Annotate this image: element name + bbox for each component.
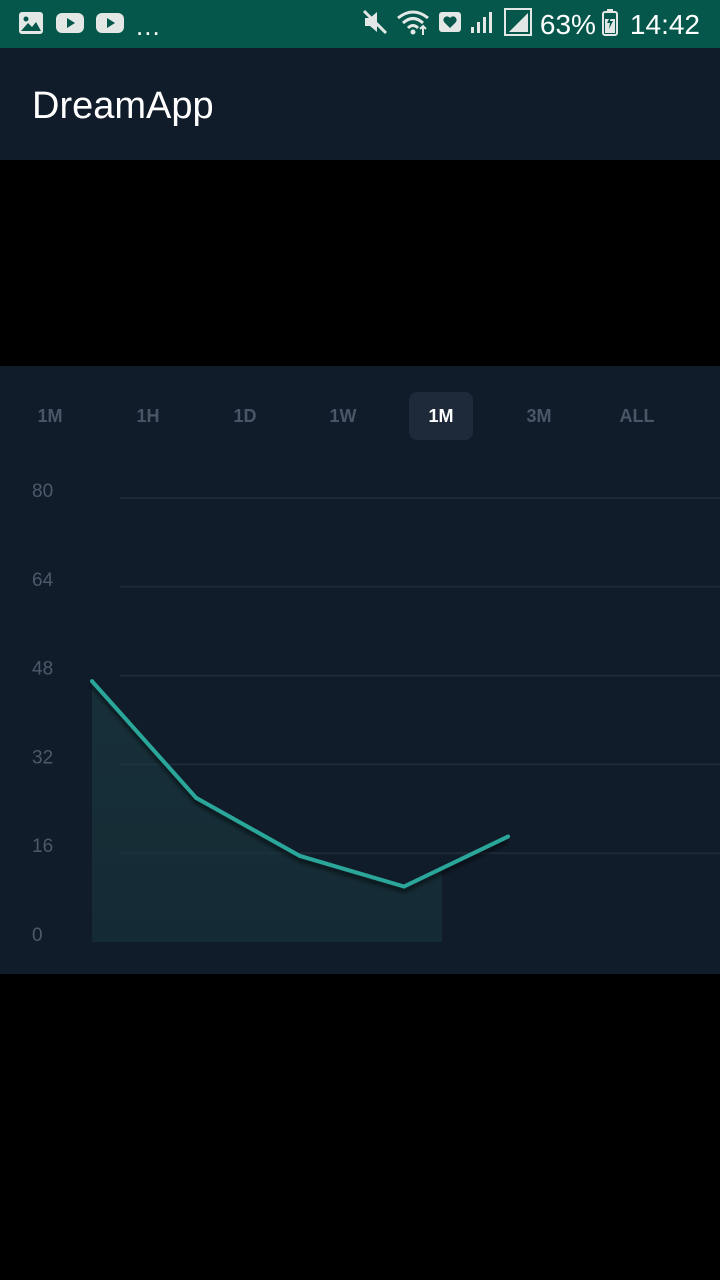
y-tick-label: 16 <box>32 836 53 857</box>
battery-icon <box>601 8 618 41</box>
app-bar <box>0 48 720 160</box>
y-tick-label: 32 <box>32 747 53 768</box>
data-point[interactable] <box>402 884 406 889</box>
mute-icon <box>362 8 388 41</box>
signal-icon <box>470 9 496 40</box>
tab-range-1m[interactable]: 1M <box>409 392 473 440</box>
range-tabs: 1M 1H 1D 1W 1M 3M ALL <box>0 392 720 440</box>
tab-range-1w[interactable]: 1W <box>311 392 375 440</box>
y-axis-labels: 0 16 32 48 64 80 <box>32 481 54 946</box>
data-point[interactable] <box>90 679 94 684</box>
youtube-icon <box>56 12 84 39</box>
data-point[interactable] <box>506 834 510 839</box>
grid-lines <box>120 497 720 855</box>
clock: 14:42 <box>629 8 700 40</box>
notification-icons: ... <box>18 10 161 41</box>
image-icon <box>18 10 44 41</box>
heart-icon <box>438 10 462 39</box>
app-title: DreamApp <box>32 85 214 127</box>
data-point[interactable] <box>298 853 302 858</box>
data-point[interactable] <box>194 795 198 800</box>
tab-range-all[interactable]: ALL <box>605 392 669 440</box>
wifi-icon <box>396 8 430 41</box>
area-fill <box>92 681 442 942</box>
tab-range-1d[interactable]: 1D <box>213 392 277 440</box>
y-tick-label: 80 <box>32 481 53 502</box>
tab-range-1h[interactable]: 1H <box>116 392 180 440</box>
tab-range-3m[interactable]: 3M <box>507 392 571 440</box>
system-icons: 63% 14:42 <box>362 8 700 41</box>
more-notifications-indicator: ... <box>136 10 161 41</box>
youtube-icon <box>96 12 124 39</box>
y-tick-label: 0 <box>32 925 43 946</box>
y-tick-label: 48 <box>32 659 53 680</box>
battery-percent: 63% <box>539 8 596 40</box>
y-tick-label: 64 <box>32 570 54 591</box>
signal-icon <box>503 8 532 41</box>
price-chart: 0 16 32 48 64 80 <box>32 481 720 946</box>
series-line-layer <box>90 679 510 889</box>
tab-range-1m-first[interactable]: 1M <box>18 392 82 440</box>
status-bar: ... <box>0 0 720 48</box>
area-fill-layer <box>92 681 442 942</box>
